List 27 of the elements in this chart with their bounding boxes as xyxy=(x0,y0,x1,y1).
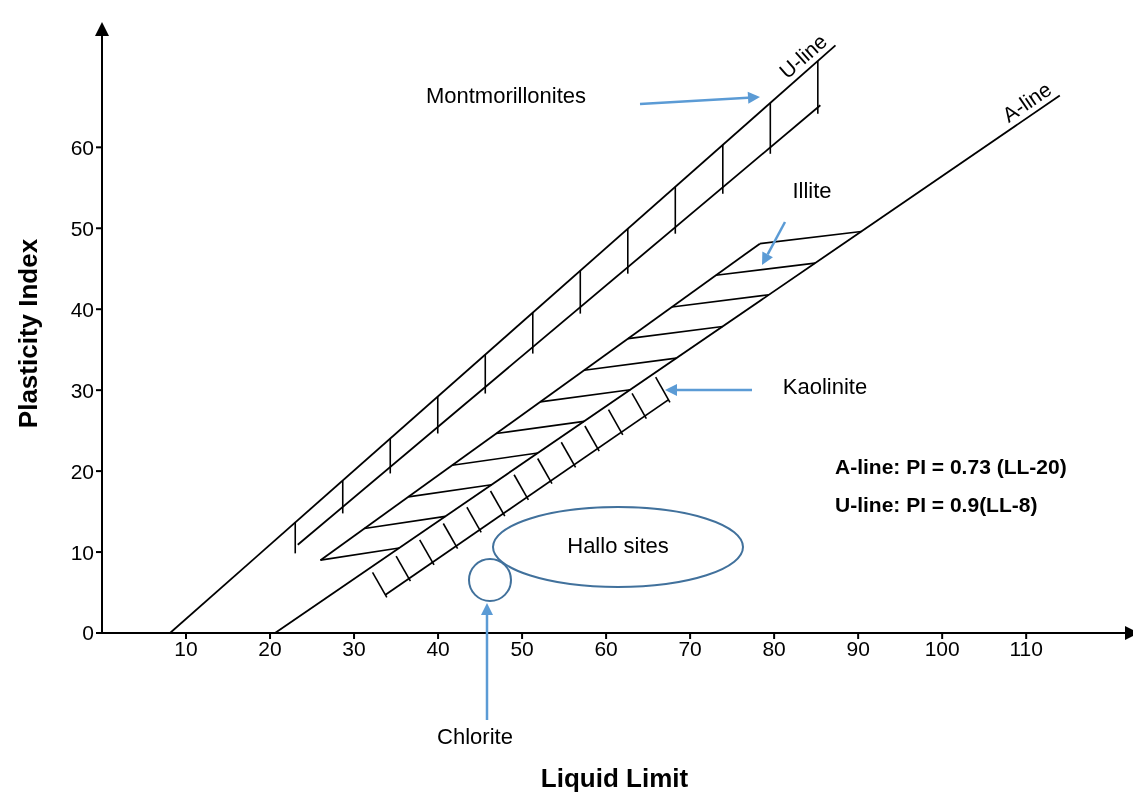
x-tick-label: 60 xyxy=(594,636,618,660)
annotation: Illite xyxy=(792,177,832,203)
y-tick-label: 50 xyxy=(70,216,94,240)
x-tick-label: 50 xyxy=(510,636,534,660)
x-tick-label: 20 xyxy=(258,636,282,660)
annotation: U-line: PI = 0.9(LL-8) xyxy=(835,492,1038,516)
y-tick-label: 40 xyxy=(70,297,94,321)
y-tick-label: 60 xyxy=(70,135,94,159)
y-axis-title: Plasticity Index xyxy=(13,238,44,429)
x-tick-label: 70 xyxy=(678,636,702,660)
annotation: Kaolinite xyxy=(782,373,868,399)
text: Chlorite xyxy=(437,723,513,749)
annotation: Montmorillonites xyxy=(425,82,587,108)
x-tick-label: 30 xyxy=(342,636,366,660)
x-tick-label: 100 xyxy=(924,636,960,660)
y-tick-label: 30 xyxy=(70,378,94,402)
x-axis-title: Liquid Limit xyxy=(540,763,689,793)
x-tick-label: 10 xyxy=(174,636,198,660)
x-tick-label: 40 xyxy=(426,636,450,660)
x-tick-label: 110 xyxy=(1009,636,1043,660)
annotation: A-line: PI = 0.73 (LL-20) xyxy=(835,454,1067,478)
y-tick-label: 10 xyxy=(70,540,94,564)
x-tick-label: 90 xyxy=(846,636,870,660)
x-tick-label: 80 xyxy=(762,636,786,660)
y-tick-label: 20 xyxy=(70,459,94,483)
annotation: Hallo sites xyxy=(567,532,669,558)
y-tick-label: 0 xyxy=(82,621,94,645)
